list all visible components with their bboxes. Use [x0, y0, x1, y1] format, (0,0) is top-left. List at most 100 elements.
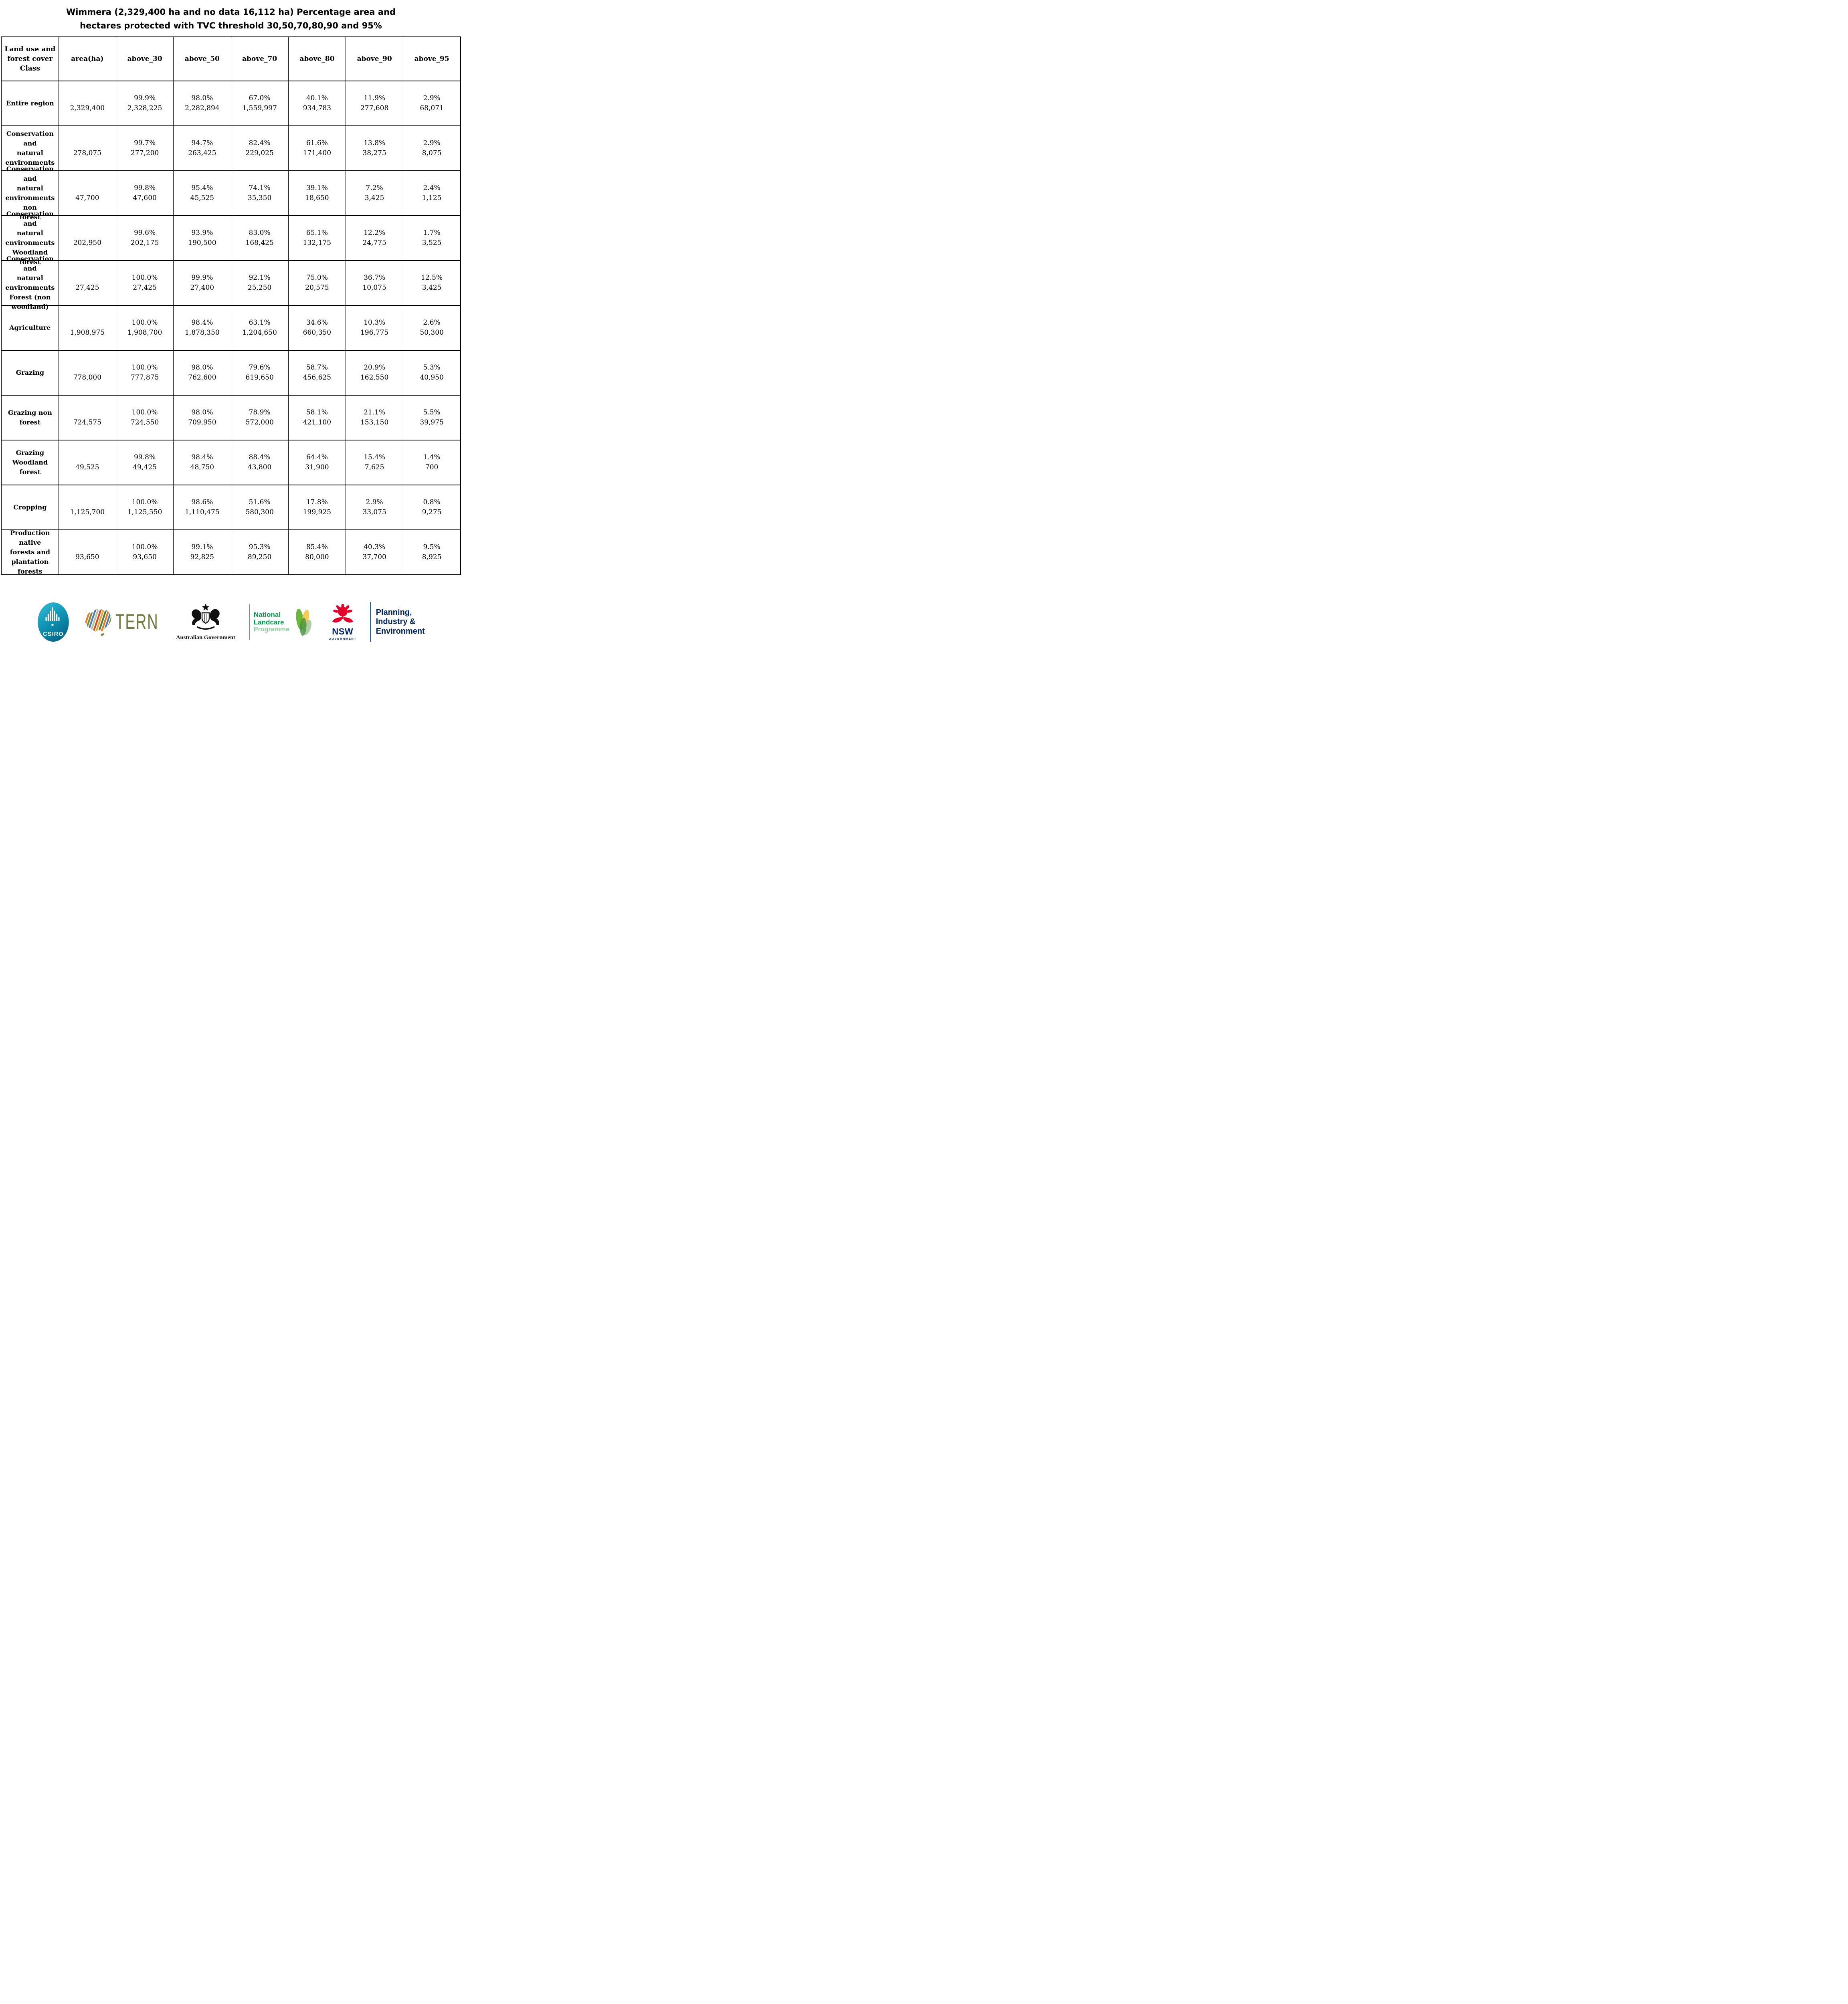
data-cell: 21.1% 153,150 — [345, 395, 404, 441]
data-cell: 11.9% 277,608 — [345, 81, 404, 127]
data-cell: 99.9% 2,328,225 — [115, 81, 174, 127]
data-cell: 1.4% 700 — [403, 440, 461, 486]
national-landcare-logo: National Landcare Programme — [249, 604, 315, 640]
data-cell: 100.0% 1,125,550 — [115, 485, 174, 531]
table-row: Entire region 2,329,400 99.9% 2,328,225 98.… — [1, 81, 461, 127]
data-cell: 75.0% 20,575 — [288, 260, 346, 306]
data-cell: 99.9% 27,400 — [173, 260, 231, 306]
data-cell: 61.6% 171,400 — [288, 125, 346, 172]
nsw-government-label: GOVERNMENT — [328, 636, 357, 640]
row-label: Grazing — [1, 350, 59, 396]
page-title: Wimmera (2,329,400 ha and no data 16,112… — [0, 6, 462, 32]
area-cell: 49,525 — [58, 440, 117, 486]
area-cell: 27,425 — [58, 260, 117, 306]
row-label: Conservation and natural environments Fo… — [1, 255, 59, 311]
data-cell: 98.4% 1,878,350 — [173, 305, 231, 351]
csiro-icon: CSIRO — [38, 602, 69, 642]
planning-line3: Environment — [376, 626, 425, 636]
data-cell: 83.0% 168,425 — [230, 215, 289, 261]
data-cell: 0.8% 9,275 — [403, 485, 461, 531]
data-cell: 79.6% 619,650 — [230, 350, 289, 396]
data-cell: 20.9% 162,550 — [345, 350, 404, 396]
landcare-line3: Programme — [253, 626, 289, 633]
table-header-row: Land use and forest cover Class area(ha) a… — [1, 36, 461, 82]
planning-label: Planning, Industry & Environment — [376, 608, 425, 636]
table-row: Grazing Woodland forest 49,525 99.8% 49,42… — [1, 440, 461, 486]
row-label: Production native forests and plantation… — [1, 529, 59, 576]
landcare-leaves-icon — [296, 609, 311, 636]
table-row: Agriculture 1,908,975 100.0% 1,908,700 98.4… — [1, 305, 461, 351]
data-cell: 34.6% 660,350 — [288, 305, 346, 351]
divider-line — [370, 602, 371, 642]
data-cell: 17.8% 199,925 — [288, 485, 346, 531]
data-cell: 2.4% 1,125 — [403, 170, 461, 216]
data-cell: 100.0% 724,550 — [115, 395, 174, 441]
data-cell: 64.4% 31,900 — [288, 440, 346, 486]
data-cell: 92.1% 25,250 — [230, 260, 289, 306]
table-row: Production native forests and plantation… — [1, 529, 461, 576]
area-cell: 724,575 — [58, 395, 117, 441]
data-cell: 13.8% 38,275 — [345, 125, 404, 172]
data-cell: 99.1% 92,825 — [173, 529, 231, 576]
data-cell: 12.5% 3,425 — [403, 260, 461, 306]
data-cell: 99.8% 49,425 — [115, 440, 174, 486]
column-header: Land use and forest cover Class — [1, 36, 59, 82]
data-cell: 2.9% 8,075 — [403, 125, 461, 172]
data-cell: 98.4% 48,750 — [173, 440, 231, 486]
csiro-label: CSIRO — [43, 631, 64, 638]
data-cell: 82.4% 229,025 — [230, 125, 289, 172]
table-body: Entire region 2,329,400 99.9% 2,328,225 98.… — [1, 81, 461, 576]
area-cell: 778,000 — [58, 350, 117, 396]
data-cell: 5.3% 40,950 — [403, 350, 461, 396]
csiro-logo: CSIRO — [37, 602, 70, 642]
data-cell: 40.3% 37,700 — [345, 529, 404, 576]
data-cell: 1.7% 3,525 — [403, 215, 461, 261]
data-cell: 12.2% 24,775 — [345, 215, 404, 261]
landcare-line1: National — [253, 611, 281, 619]
data-cell: 95.3% 89,250 — [230, 529, 289, 576]
data-cell: 100.0% 1,908,700 — [115, 305, 174, 351]
data-cell: 95.4% 45,525 — [173, 170, 231, 216]
data-cell: 99.7% 277,200 — [115, 125, 174, 172]
area-cell: 2,329,400 — [58, 81, 117, 127]
data-cell: 65.1% 132,175 — [288, 215, 346, 261]
column-header: above_90 — [345, 36, 404, 82]
table-row: Conservation and natural environments no… — [1, 165, 461, 221]
row-label: Conservation and natural environments no… — [1, 165, 59, 221]
landcare-line2: Landcare — [253, 618, 284, 626]
row-label: Grazing Woodland forest — [1, 440, 59, 486]
area-cell: 278,075 — [58, 125, 117, 172]
planning-line2: Industry & — [376, 617, 416, 626]
data-cell: 67.0% 1,559,997 — [230, 81, 289, 127]
data-cell: 99.6% 202,175 — [115, 215, 174, 261]
row-label: Grazing non forest — [1, 395, 59, 441]
divider-line — [249, 604, 250, 640]
planning-industry-environment-logo: Planning, Industry & Environment — [370, 602, 425, 642]
data-cell: 2.6% 50,300 — [403, 305, 461, 351]
data-cell: 74.1% 35,350 — [230, 170, 289, 216]
data-cell: 85.4% 80,000 — [288, 529, 346, 576]
column-header: area(ha) — [58, 36, 117, 82]
data-cell: 2.9% 68,071 — [403, 81, 461, 127]
data-cell: 58.1% 421,100 — [288, 395, 346, 441]
area-cell: 202,950 — [58, 215, 117, 261]
data-cell: 9.5% 8,925 — [403, 529, 461, 576]
data-cell: 98.0% 762,600 — [173, 350, 231, 396]
data-cell: 99.8% 47,600 — [115, 170, 174, 216]
table-row: Conservation and natural environments 27… — [1, 125, 461, 172]
table-row: Grazing 778,000 100.0% 777,875 98.0% 762,600… — [1, 350, 461, 396]
area-cell: 1,908,975 — [58, 305, 117, 351]
page-title-line2: hectares protected with TVC threshold 30… — [80, 20, 382, 30]
data-cell: 98.0% 2,282,894 — [173, 81, 231, 127]
data-cell: 2.9% 33,075 — [345, 485, 404, 531]
footer-logos: CSIRO TE — [0, 596, 462, 648]
row-label: Agriculture — [1, 305, 59, 351]
data-cell: 100.0% 93,650 — [115, 529, 174, 576]
data-cell: 39.1% 18,650 — [288, 170, 346, 216]
page-title-line1: Wimmera (2,329,400 ha and no data 16,112… — [66, 7, 396, 17]
data-cell: 51.6% 580,300 — [230, 485, 289, 531]
data-cell: 100.0% 27,425 — [115, 260, 174, 306]
area-cell: 93,650 — [58, 529, 117, 576]
data-cell: 15.4% 7,625 — [345, 440, 404, 486]
data-cell: 98.6% 1,110,475 — [173, 485, 231, 531]
